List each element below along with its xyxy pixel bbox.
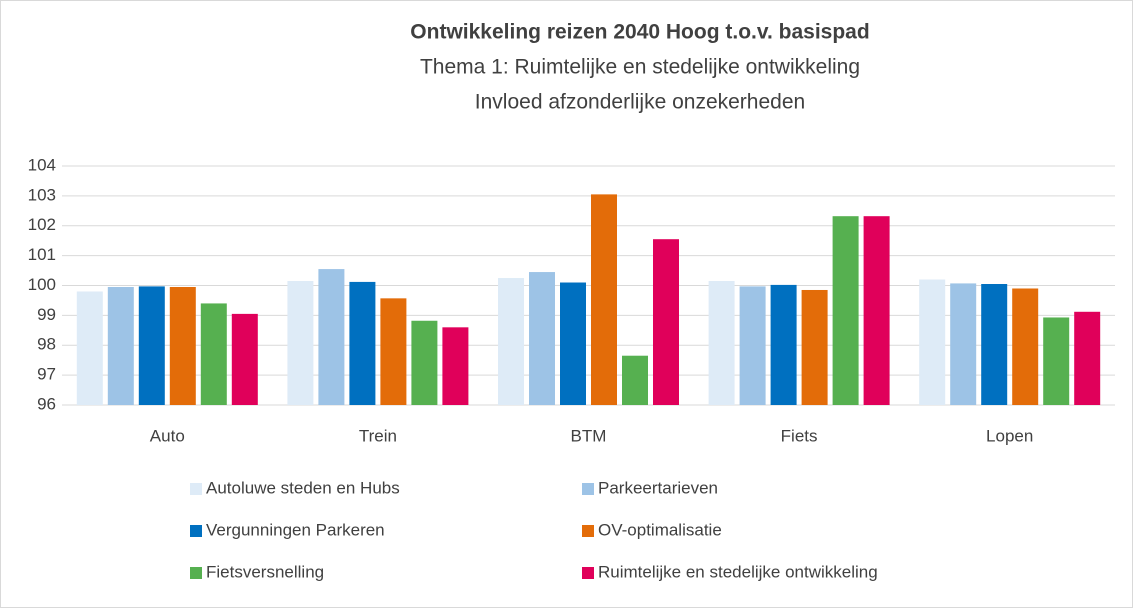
legend-label: Parkeertarieven [598, 478, 718, 497]
legend-label: Ruimtelijke en stedelijke ontwikkeling [598, 562, 878, 581]
y-tick-label: 104 [28, 155, 56, 174]
legend-swatch [582, 483, 594, 495]
y-tick-label: 101 [28, 245, 56, 264]
bar [770, 284, 797, 405]
legend-label: Vergunningen Parkeren [206, 520, 385, 539]
chart-subtitle: Invloed afzonderlijke onzekerheden [475, 91, 805, 114]
y-tick-label: 99 [37, 305, 56, 324]
bar [411, 320, 438, 405]
bar [529, 272, 555, 405]
bar [318, 269, 345, 405]
bar [231, 313, 258, 405]
y-tick-label: 97 [37, 365, 56, 384]
bar [442, 327, 469, 405]
x-tick-label: Lopen [986, 426, 1033, 445]
bar [950, 283, 977, 405]
y-tick-label: 100 [28, 275, 56, 294]
bar [1012, 288, 1039, 405]
bar [76, 291, 103, 405]
bar [801, 289, 828, 405]
bar [708, 281, 735, 405]
bar [1074, 311, 1101, 405]
x-tick-label: BTM [571, 426, 607, 445]
chart-subtitle: Thema 1: Ruimtelijke en stedelijke ontwi… [420, 56, 860, 79]
legend-label: Autoluwe steden en Hubs [206, 478, 400, 497]
y-tick-label: 102 [28, 215, 56, 234]
bar [919, 279, 946, 405]
bar [498, 278, 524, 405]
legend-swatch [582, 525, 594, 537]
bar [560, 282, 586, 405]
y-tick-label: 98 [37, 335, 56, 354]
legend-swatch [190, 483, 202, 495]
legend-swatch [190, 567, 202, 579]
legend-swatch [190, 525, 202, 537]
y-tick-label: 103 [28, 185, 56, 204]
bar [739, 286, 766, 405]
bar [138, 286, 165, 405]
y-tick-label: 96 [37, 394, 56, 413]
bar [832, 216, 859, 405]
x-tick-label: Fiets [781, 426, 818, 445]
bar [169, 286, 196, 405]
bar [863, 216, 890, 405]
bar [200, 303, 227, 405]
bar [653, 239, 679, 405]
legend-label: OV-optimalisatie [598, 520, 722, 539]
bar [1043, 317, 1070, 405]
bar [380, 298, 407, 405]
x-tick-label: Trein [359, 426, 397, 445]
bar [622, 355, 648, 405]
legend-swatch [582, 567, 594, 579]
bar [107, 286, 134, 405]
bar [981, 284, 1008, 405]
bar [287, 281, 314, 405]
bar [591, 194, 617, 405]
chart-title: Ontwikkeling reizen 2040 Hoog t.o.v. bas… [410, 21, 869, 44]
legend-label: Fietsversnelling [206, 562, 324, 581]
bar [349, 281, 376, 405]
x-tick-label: Auto [150, 426, 185, 445]
